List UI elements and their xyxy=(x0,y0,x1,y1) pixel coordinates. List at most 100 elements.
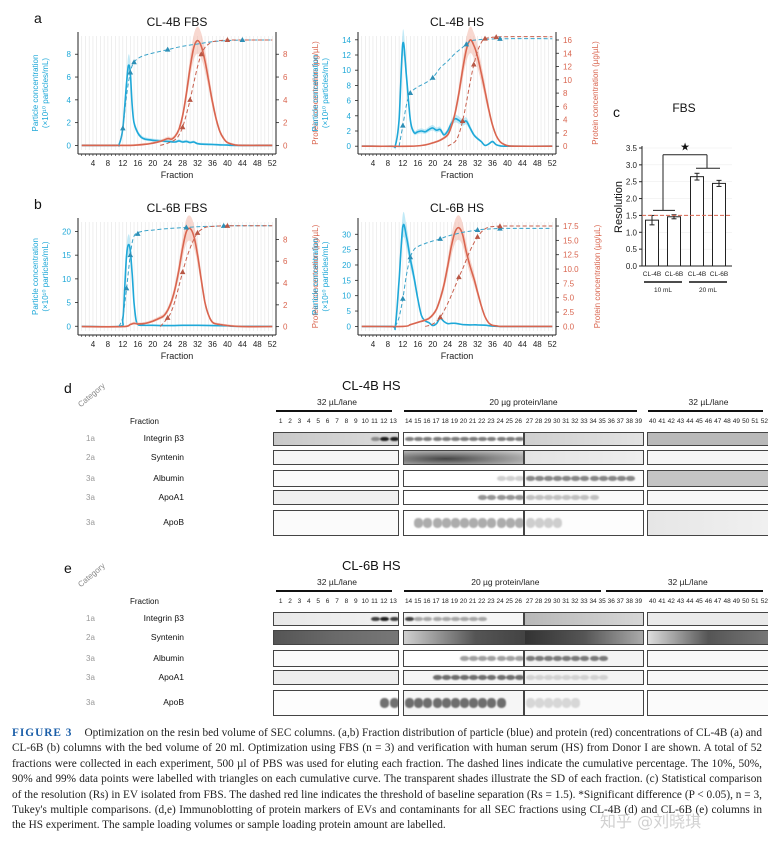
y-left-axis-label-unit: (×10¹⁰ particles/mL) xyxy=(321,58,330,128)
y-right-tick-label: 0 xyxy=(563,142,568,151)
series-protein xyxy=(81,227,273,328)
fraction-number: 11 xyxy=(371,598,378,605)
x-tick-label: 44 xyxy=(518,340,527,349)
blot-band xyxy=(553,655,563,662)
fraction-number: 33 xyxy=(580,598,588,605)
y-right-tick-label: 0.0 xyxy=(563,322,575,331)
blot-band xyxy=(487,698,497,708)
blot-band xyxy=(441,518,451,528)
panel-label-a: a xyxy=(34,10,42,26)
blot-band xyxy=(487,674,497,681)
blot-strip xyxy=(646,612,768,626)
y-right-tick-label: 8 xyxy=(563,89,568,98)
fraction-number: 38 xyxy=(625,418,633,425)
blot-band xyxy=(380,698,390,708)
fraction-number: 44 xyxy=(686,418,694,425)
x-tick-label: 24 xyxy=(443,159,452,168)
blot-band xyxy=(598,655,608,662)
x-tick-label: 48 xyxy=(533,159,542,168)
blot-band xyxy=(389,436,399,442)
blot-strip xyxy=(523,450,645,465)
blot-band xyxy=(616,475,626,482)
fraction-number: 27 xyxy=(525,598,534,605)
fraction-number: 37 xyxy=(616,598,624,605)
blot-title: CL-4B HS xyxy=(342,378,401,393)
series-protein xyxy=(81,39,273,147)
fraction-number: 4 xyxy=(307,418,311,425)
blot-band xyxy=(459,655,469,662)
blot-band xyxy=(535,475,545,482)
blot-band xyxy=(496,475,506,482)
blot-strip xyxy=(646,510,768,536)
particle-cumulative-marker xyxy=(497,35,503,41)
blot-band xyxy=(423,616,433,622)
y-left-tick-label: 15 xyxy=(62,251,71,260)
y-right-tick-label: 12 xyxy=(563,63,572,72)
particle-cumulative-marker xyxy=(407,254,414,260)
blot-strip xyxy=(402,490,525,505)
series-particle-cumulative xyxy=(118,39,273,146)
y-left-axis-label: Particle concentration xyxy=(311,238,320,315)
y-left-tick-label: 0 xyxy=(347,322,352,331)
fraction-number: 49 xyxy=(732,598,741,605)
y-tick-label: 1.5 xyxy=(626,211,638,220)
y-left-tick-label: 10 xyxy=(342,292,351,301)
blot-band xyxy=(562,674,572,681)
chart-title: CL-4B FBS xyxy=(147,15,208,29)
series-particle xyxy=(361,41,553,149)
y-right-tick-label: 8 xyxy=(283,50,288,59)
blot-band xyxy=(459,436,469,442)
fraction-number: 18 xyxy=(441,598,449,605)
blot-band xyxy=(553,518,563,528)
series-sd-shade-particle xyxy=(361,29,553,148)
blot-strip xyxy=(402,432,525,446)
y-right-tick-label: 0 xyxy=(283,323,288,332)
x-tick-label: 12 xyxy=(118,340,127,349)
blot-band xyxy=(514,475,524,482)
blot-strip xyxy=(272,670,400,685)
row-protein-name: Syntenin xyxy=(150,451,184,462)
loading-line xyxy=(275,410,393,412)
fraction-number: 43 xyxy=(676,418,685,425)
protein-cumulative-marker xyxy=(456,274,462,280)
fraction-number: 50 xyxy=(742,418,750,425)
blot-band xyxy=(405,436,415,442)
x-tick-label: 16 xyxy=(413,340,422,349)
series-particle xyxy=(361,223,553,331)
fraction-number: 2 xyxy=(288,418,292,425)
particle-cumulative-marker xyxy=(183,224,190,230)
y-right-tick-label: 14 xyxy=(563,49,572,58)
x-tick-label: 12 xyxy=(398,340,407,349)
series-particle-cumulative xyxy=(394,227,553,327)
fraction-number: 42 xyxy=(667,598,675,605)
row-category: 3a xyxy=(86,473,95,483)
y-left-tick-label: 4 xyxy=(347,112,352,121)
fraction-number: 52 xyxy=(760,418,768,425)
row-protein-name: Albumin xyxy=(153,472,184,483)
blot-band xyxy=(580,655,590,662)
y-right-tick-label: 6 xyxy=(283,73,288,82)
y-left-tick-label: 8 xyxy=(347,81,352,90)
blot-band xyxy=(514,655,524,662)
x-tick-label: 28 xyxy=(458,159,467,168)
x-tick-label: 24 xyxy=(163,340,172,349)
blot-band xyxy=(487,518,497,528)
x-axis-label: Fraction xyxy=(441,170,474,180)
blot-band xyxy=(405,616,415,622)
y-tick-label: 2.0 xyxy=(626,195,638,204)
y-right-tick-label: 12.5 xyxy=(563,251,579,260)
fraction-number: 14 xyxy=(404,418,413,425)
group-label: 10 mL xyxy=(654,287,672,294)
blot-band xyxy=(496,655,506,662)
blot-band xyxy=(414,518,424,528)
fraction-number: 46 xyxy=(704,418,713,425)
y-left-axis-label: Particle concentration xyxy=(311,55,320,132)
x-tick-label: 4 xyxy=(371,159,376,168)
x-tick-label: 28 xyxy=(178,340,187,349)
series-sd-shade-protein xyxy=(361,26,553,147)
fraction-number: 10 xyxy=(361,598,369,605)
blot-band xyxy=(469,674,479,681)
protein-cumulative-marker xyxy=(198,51,205,57)
blot-band xyxy=(562,698,572,708)
blot-band xyxy=(544,518,554,528)
